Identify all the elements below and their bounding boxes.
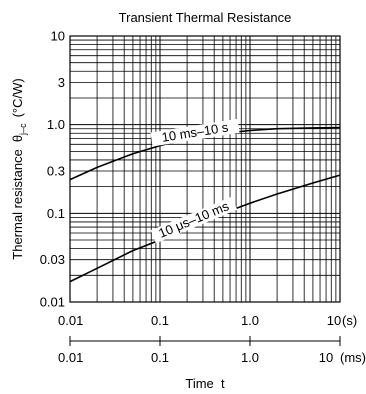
x-tick-labels: 0.01 0.1 1.0 10 bbox=[58, 313, 341, 328]
x-tick-label: 1.0 bbox=[241, 313, 259, 328]
secondary-x-ticks: 0.01 0.1 1.0 10 bbox=[58, 336, 341, 365]
y-tick-label: 0.01 bbox=[40, 295, 65, 310]
plot-frame bbox=[69, 35, 341, 303]
secondary-x-tick-label: 0.01 bbox=[58, 350, 83, 365]
secondary-x-tick-label: 0.1 bbox=[151, 350, 169, 365]
series-line-2 bbox=[69, 174, 341, 283]
x-axis-label: Time t bbox=[185, 376, 225, 391]
y-axis-label-text: Thermal resistance bbox=[10, 149, 25, 260]
grid bbox=[70, 36, 340, 302]
y-axis-symbol: θ bbox=[10, 135, 25, 142]
y-tick-label: 0.03 bbox=[40, 252, 65, 267]
secondary-x-tick-label: 10 bbox=[319, 350, 333, 365]
y-axis-label: Thermal resistance θj–c (°C/W) bbox=[10, 78, 28, 259]
x-tick-label: 0.1 bbox=[151, 313, 169, 328]
x-tick-label: 10 bbox=[327, 313, 341, 328]
x-unit-seconds: (s) bbox=[342, 313, 357, 328]
y-axis-subscript: j–c bbox=[18, 123, 28, 136]
y-tick-label: 1.0 bbox=[47, 117, 65, 132]
series-label-2: 10 μs–10 ms bbox=[156, 198, 231, 241]
series-lines: 10 ms–10 s 10 μs–10 ms bbox=[69, 118, 341, 283]
series-label-group: 10 μs–10 ms bbox=[150, 196, 238, 244]
chart-title: Transient Thermal Resistance bbox=[119, 10, 292, 25]
series-label-background bbox=[150, 118, 240, 147]
x-unit-milliseconds: (ms) bbox=[340, 350, 366, 365]
y-tick-labels: 10 3 1.0 0.3 0.1 0.03 0.01 bbox=[40, 29, 65, 310]
y-tick-label: 3 bbox=[58, 75, 65, 90]
y-tick-label: 10 bbox=[51, 29, 65, 44]
x-tick-label: 0.01 bbox=[58, 313, 83, 328]
series-label-1: 10 ms–10 s bbox=[161, 119, 230, 144]
y-tick-label: 0.1 bbox=[47, 206, 65, 221]
secondary-x-tick-label: 1.0 bbox=[241, 350, 259, 365]
y-axis-unit: (°C/W) bbox=[10, 78, 25, 117]
series-label-group: 10 ms–10 s bbox=[150, 118, 240, 147]
y-tick-label: 0.3 bbox=[47, 164, 65, 179]
series-label-background bbox=[150, 196, 238, 244]
